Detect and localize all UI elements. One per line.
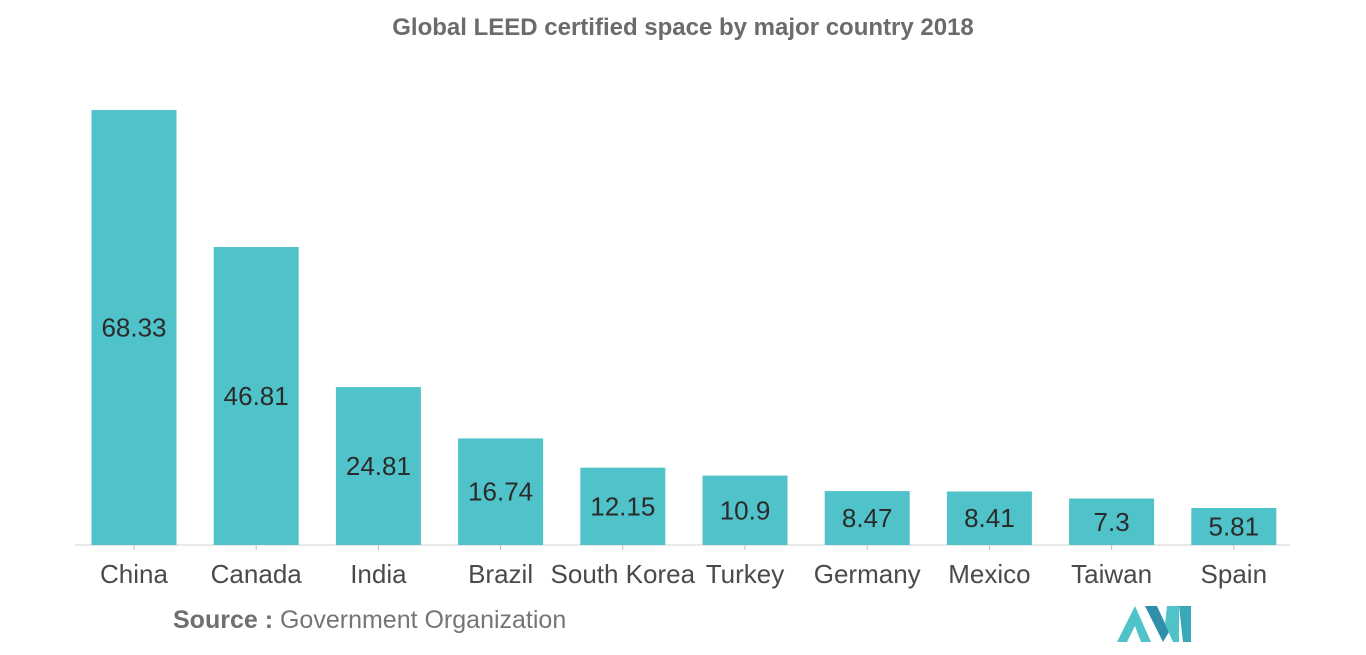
bar-chart: 68.33 46.81 24.81 16.74 12.15 10.9 8.47 8.41 7.3… — [75, 110, 1290, 589]
bar-value-label: 24.81 — [346, 451, 411, 481]
bar-germany — [824, 491, 910, 545]
bar-value-label: 8.41 — [964, 503, 1015, 533]
bar-value-label: 46.81 — [224, 381, 289, 411]
source-label: Source : — [173, 606, 274, 634]
bar-value-label: 7.3 — [1094, 507, 1130, 537]
source-text: Government Organization — [279, 606, 567, 634]
bar-spain — [1191, 508, 1277, 545]
mordor-intelligence-logo-icon — [1117, 606, 1191, 642]
bar-turkey — [702, 475, 788, 545]
bar-value-label: 68.33 — [101, 313, 166, 343]
category-label: Germany — [814, 559, 921, 589]
bar-value-label: 8.47 — [842, 503, 893, 533]
ticks-group — [133, 545, 1235, 550]
value-labels-group: 68.33 46.81 24.81 16.74 12.15 10.9 8.47 8.41 7.3… — [101, 313, 1259, 542]
bar-south-korea — [580, 467, 666, 545]
chart-title: Global LEED certified space by major cou… — [392, 14, 974, 41]
bar-india — [335, 387, 421, 545]
category-label: Taiwan — [1071, 559, 1152, 589]
bar-china — [91, 110, 177, 545]
bar-value-label: 5.81 — [1208, 512, 1259, 542]
category-label: South Korea — [551, 559, 696, 589]
category-label: Canada — [211, 559, 303, 589]
category-label: China — [100, 559, 168, 589]
bar-value-label: 16.74 — [468, 477, 533, 507]
bar-mexico — [946, 491, 1032, 545]
bars-group — [91, 110, 1277, 545]
source-note: Source : Government Organization — [173, 606, 566, 635]
category-label: Spain — [1201, 559, 1268, 589]
bar-canada — [213, 247, 299, 545]
category-labels-group: China Canada India Brazil South Korea Turkey G… — [100, 559, 1267, 589]
category-label: India — [350, 559, 407, 589]
category-label: Turkey — [706, 559, 785, 589]
category-label: Mexico — [948, 559, 1030, 589]
category-label: Brazil — [468, 559, 533, 589]
bar-brazil — [458, 438, 544, 545]
bar-value-label: 10.9 — [720, 495, 771, 525]
bar-value-label: 12.15 — [590, 491, 655, 521]
bar-taiwan — [1069, 498, 1155, 545]
